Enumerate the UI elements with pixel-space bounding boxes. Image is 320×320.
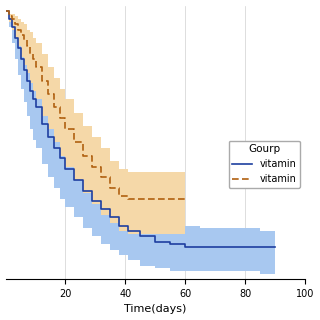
Legend: vitamin, vitamin: vitamin, vitamin	[228, 140, 300, 188]
X-axis label: Time(days): Time(days)	[124, 304, 187, 315]
